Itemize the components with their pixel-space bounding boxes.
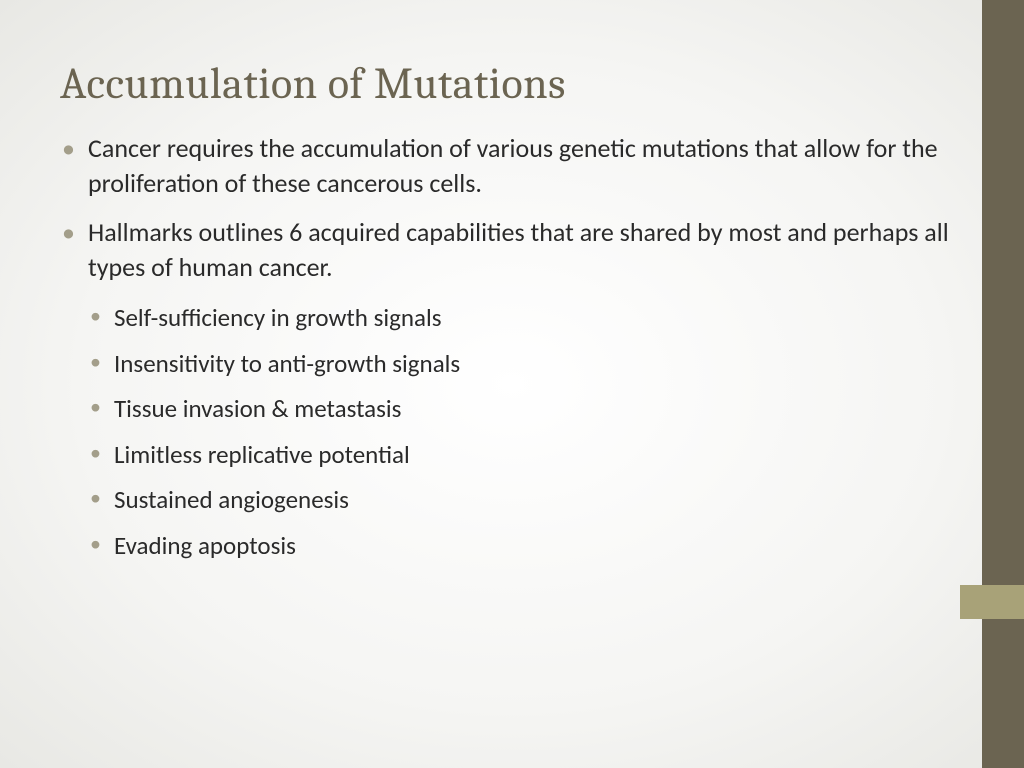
slide-title: Accumulation of Mutations bbox=[60, 58, 960, 109]
bullet-l2-item: Insensitivity to anti-growth signals bbox=[60, 345, 960, 383]
bullet-l1-item: Cancer requires the accumulation of vari… bbox=[60, 131, 960, 201]
bullet-l2-item: Tissue invasion & metastasis bbox=[60, 390, 960, 428]
bullet-l1-item: Hallmarks outlines 6 acquired capabiliti… bbox=[60, 215, 960, 285]
decorative-right-bar bbox=[982, 0, 1024, 768]
bullet-list: Cancer requires the accumulation of vari… bbox=[60, 131, 960, 564]
bullet-l2-item: Evading apoptosis bbox=[60, 527, 960, 565]
bullet-l2-item: Limitless replicative potential bbox=[60, 436, 960, 474]
bullet-l2-item: Self-sufficiency in growth signals bbox=[60, 299, 960, 337]
decorative-right-accent bbox=[960, 585, 1024, 619]
bullet-l2-item: Sustained angiogenesis bbox=[60, 481, 960, 519]
slide-content: Accumulation of Mutations Cancer require… bbox=[60, 58, 960, 572]
